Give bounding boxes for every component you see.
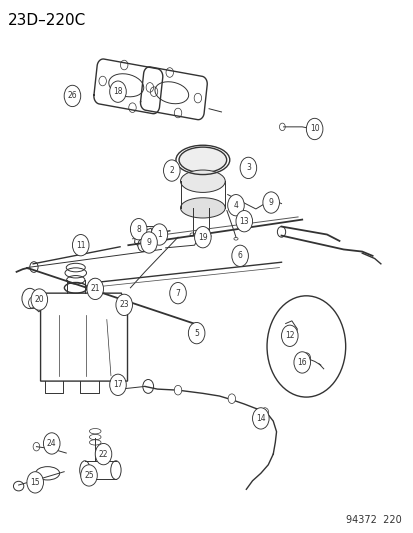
Text: 6: 6 — [237, 252, 242, 260]
Circle shape — [43, 433, 60, 454]
Circle shape — [240, 157, 256, 179]
Circle shape — [64, 85, 81, 107]
Circle shape — [138, 239, 147, 252]
Text: 3: 3 — [245, 164, 250, 172]
Circle shape — [252, 408, 268, 429]
Text: 10: 10 — [309, 125, 319, 133]
Text: 26: 26 — [67, 92, 77, 100]
Circle shape — [169, 282, 186, 304]
Circle shape — [116, 294, 132, 316]
Text: 16: 16 — [297, 358, 306, 367]
Text: 18: 18 — [113, 87, 122, 96]
Text: 9: 9 — [268, 198, 273, 207]
Circle shape — [130, 219, 147, 240]
Text: 1: 1 — [157, 230, 161, 239]
Text: 21: 21 — [90, 285, 100, 293]
Text: 11: 11 — [76, 241, 85, 249]
Circle shape — [151, 224, 167, 245]
Circle shape — [81, 465, 97, 486]
Text: 13: 13 — [239, 217, 249, 225]
Circle shape — [235, 211, 252, 232]
Circle shape — [30, 262, 38, 272]
Circle shape — [109, 81, 126, 102]
Text: 23D–220C: 23D–220C — [8, 13, 86, 28]
Circle shape — [306, 118, 322, 140]
Circle shape — [281, 325, 297, 346]
Circle shape — [140, 232, 157, 253]
Text: 8: 8 — [136, 225, 141, 233]
Ellipse shape — [180, 198, 225, 218]
Circle shape — [277, 227, 285, 237]
Circle shape — [87, 278, 103, 300]
Circle shape — [89, 279, 99, 292]
Circle shape — [72, 235, 89, 256]
Text: 25: 25 — [84, 471, 94, 480]
Text: 5: 5 — [194, 329, 199, 337]
Text: 22: 22 — [99, 450, 108, 458]
Text: 17: 17 — [113, 381, 123, 389]
Text: 14: 14 — [255, 414, 265, 423]
Circle shape — [194, 227, 211, 248]
Text: 2: 2 — [169, 166, 174, 175]
Text: 7: 7 — [175, 289, 180, 297]
Circle shape — [95, 443, 112, 465]
Text: 20: 20 — [34, 295, 44, 304]
Circle shape — [261, 408, 268, 417]
Text: 15: 15 — [30, 478, 40, 487]
Text: 24: 24 — [47, 439, 57, 448]
Text: 9: 9 — [146, 238, 151, 247]
Circle shape — [231, 245, 248, 266]
Circle shape — [163, 160, 180, 181]
Text: 4: 4 — [233, 201, 238, 209]
Text: 12: 12 — [285, 332, 294, 340]
Circle shape — [27, 472, 43, 493]
Text: 19: 19 — [197, 233, 207, 241]
Circle shape — [31, 289, 47, 310]
Circle shape — [262, 192, 279, 213]
Ellipse shape — [178, 147, 226, 173]
Ellipse shape — [180, 170, 225, 192]
Circle shape — [227, 195, 244, 216]
Text: 94372  220: 94372 220 — [345, 515, 401, 525]
Circle shape — [293, 352, 310, 373]
Text: 23: 23 — [119, 301, 129, 309]
Circle shape — [174, 385, 181, 395]
Circle shape — [228, 394, 235, 403]
Circle shape — [109, 374, 126, 395]
Circle shape — [188, 322, 204, 344]
